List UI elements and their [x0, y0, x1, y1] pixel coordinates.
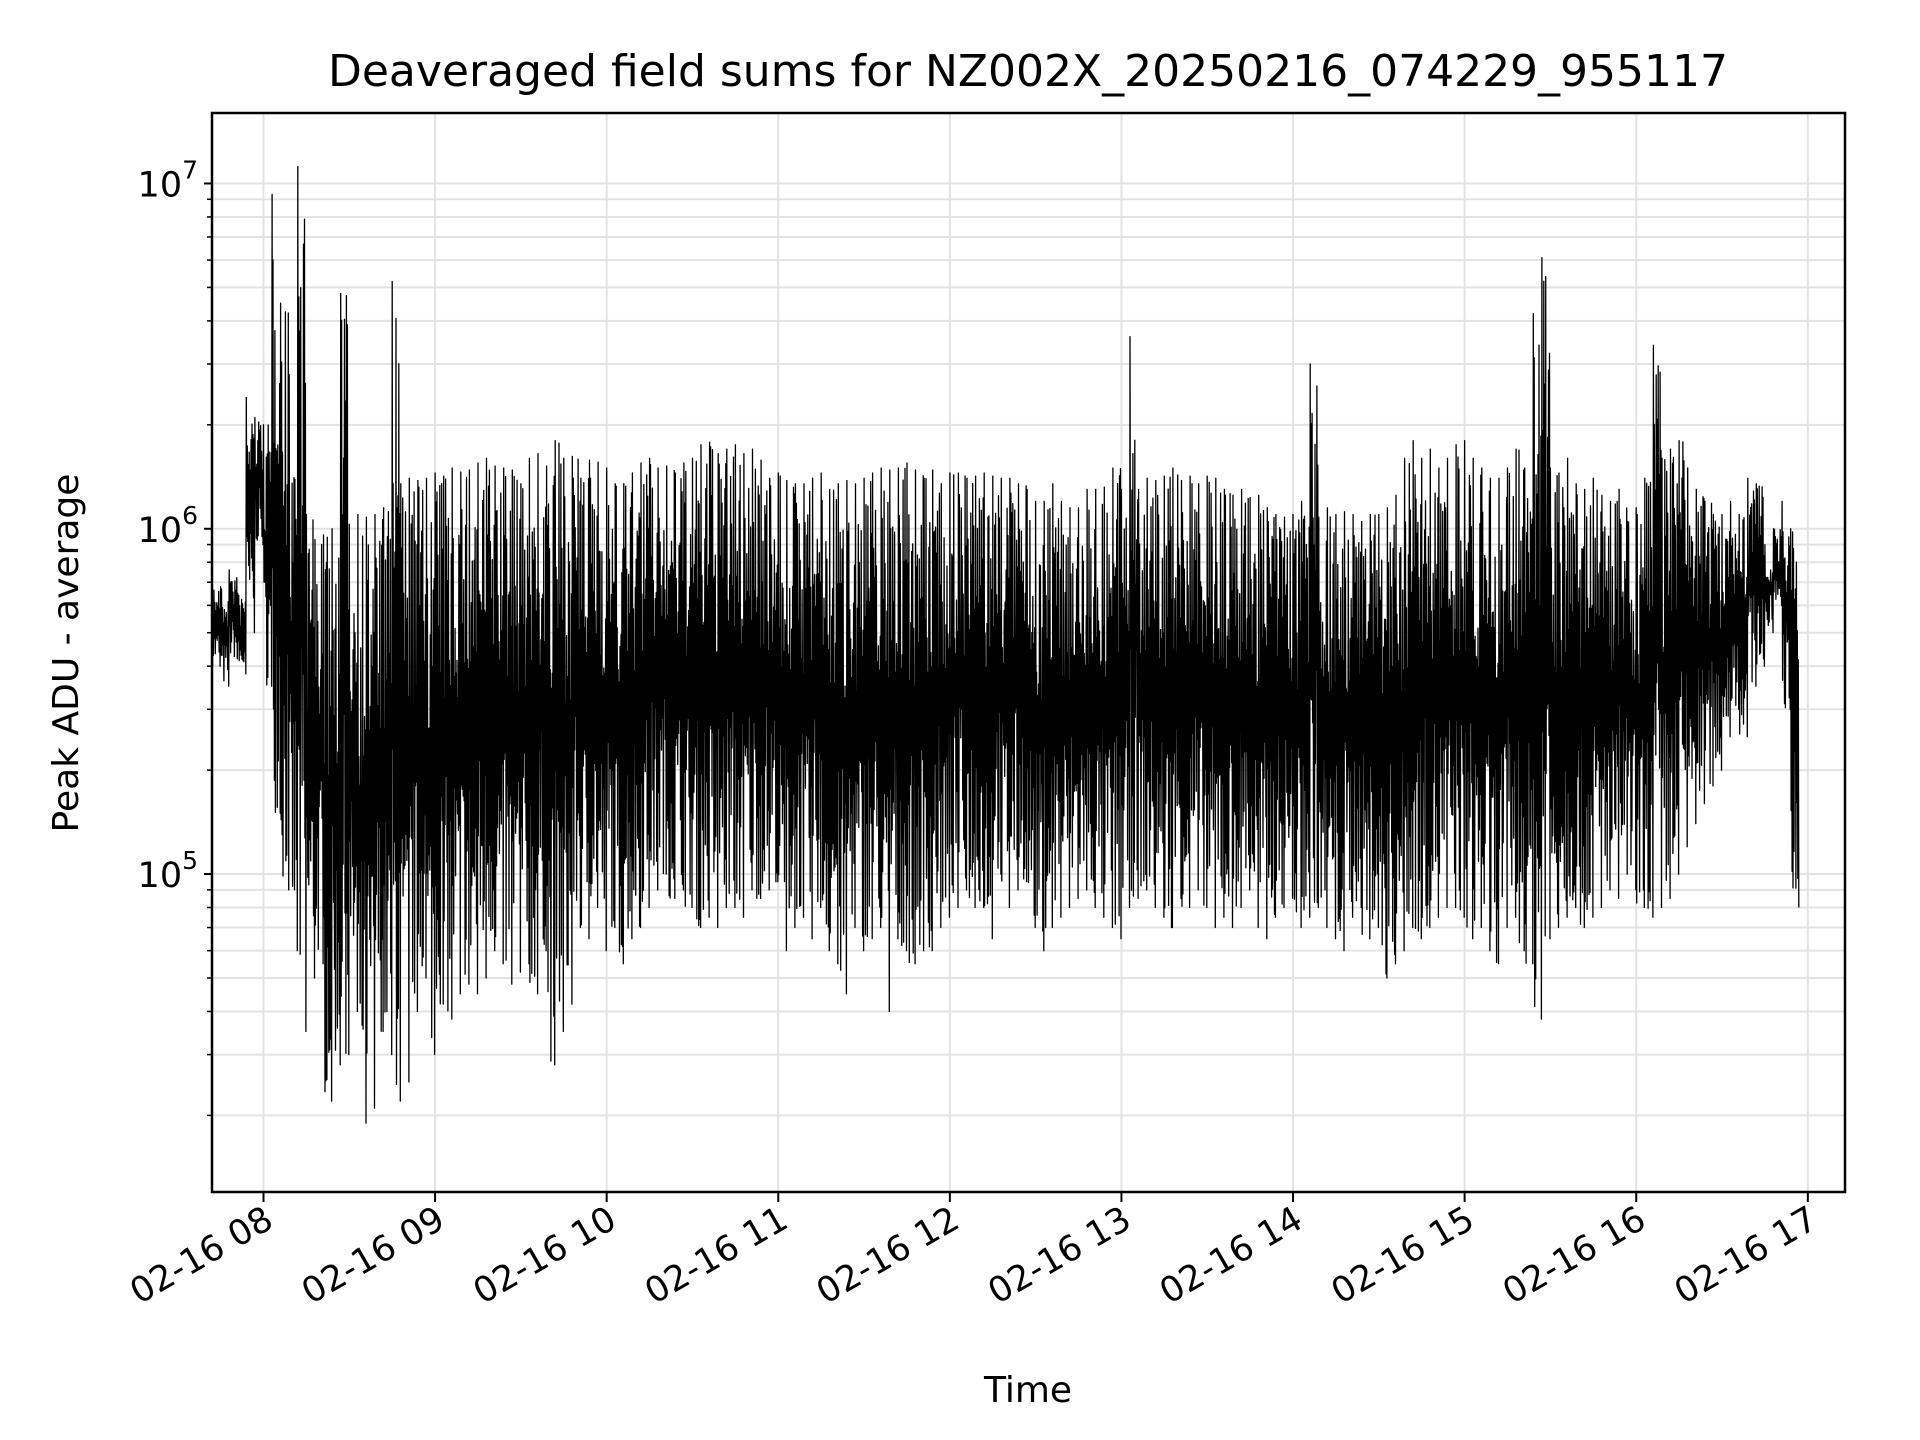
data-series	[211, 165, 1800, 1124]
y-axis-label: Peak ADU - average	[46, 474, 87, 833]
data-line	[211, 165, 1800, 1124]
chart-title: Deaveraged field sums for NZ002X_2025021…	[328, 46, 1728, 97]
y-axis: 105 106 107	[138, 155, 212, 1117]
x-axis-label: Time	[983, 1370, 1072, 1411]
y-tick-label: 106	[138, 501, 198, 551]
y-tick-label: 107	[138, 155, 198, 205]
y-tick-label: 105	[138, 846, 198, 896]
plot-frame	[210, 111, 1847, 1194]
